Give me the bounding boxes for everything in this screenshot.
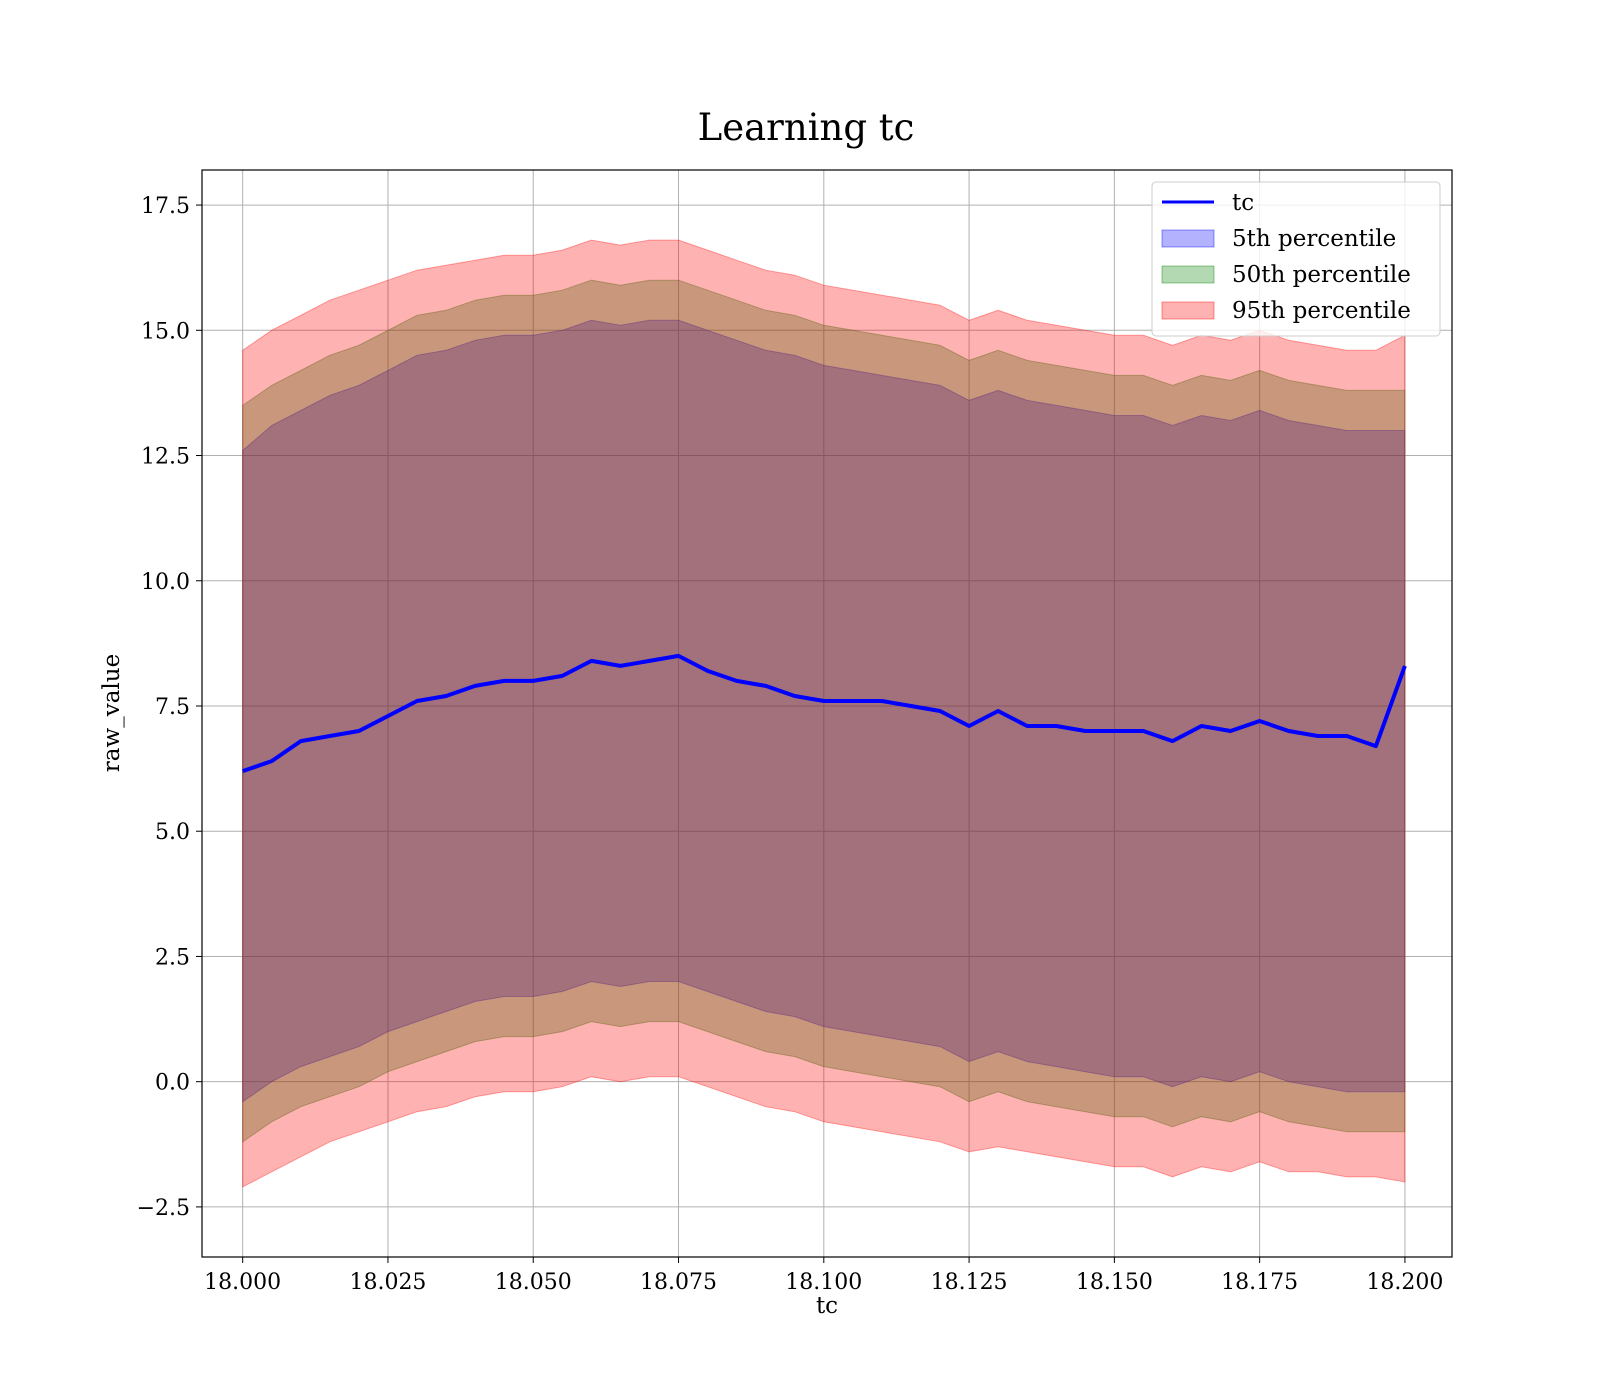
x-axis-ticks: 18.000 18.025 18.050 18.075 18.100 18.125 18.1…: [204, 1257, 1443, 1295]
y-tick-label: 0.0: [155, 1071, 190, 1096]
x-tick-label: 18.175: [1221, 1270, 1298, 1295]
plot-frame: [201, 169, 1453, 1258]
x-tick-label: 18.200: [1366, 1270, 1443, 1295]
band-95th-percentile: [242, 239, 1406, 1188]
x-tick-label: 18.075: [640, 1270, 717, 1295]
series-lines: [242, 653, 1407, 773]
series-line-tc: [242, 653, 1407, 773]
legend-label-tc: tc: [1232, 190, 1254, 216]
y-tick-label: 7.5: [155, 695, 190, 720]
x-tick-label: 18.000: [204, 1270, 281, 1295]
y-tick-label: 2.5: [155, 945, 190, 970]
legend-label-95th-percentile: 95th percentile: [1232, 298, 1411, 324]
band-5th-percentile: [242, 319, 1406, 1103]
band-50th-percentile: [242, 279, 1406, 1143]
grid: [202, 170, 1452, 1257]
x-tick-label: 18.150: [1076, 1270, 1153, 1295]
x-tick-label: 18.100: [785, 1270, 862, 1295]
y-tick-label: 5.0: [155, 820, 190, 845]
y-tick-label: 15.0: [141, 319, 190, 344]
y-tick-label: −2.5: [137, 1196, 190, 1221]
legend-swatch-5th-percentile: [1161, 229, 1215, 248]
x-tick-label: 18.050: [495, 1270, 572, 1295]
legend: tc 5th percentile 50th percentile 95th perc…: [1151, 181, 1441, 337]
y-axis-ticks: −2.5 0.0 2.5 5.0 7.5 10.0 12.5 15.0 17.5: [137, 194, 202, 1221]
percentile-bands: [242, 239, 1406, 1188]
y-tick-label: 10.0: [141, 570, 190, 595]
y-axis-label: raw_value: [99, 654, 125, 772]
x-tick-label: 18.125: [931, 1270, 1008, 1295]
legend-label-50th-percentile: 50th percentile: [1232, 262, 1411, 288]
chart-title: Learning tc: [698, 106, 915, 149]
legend-label-5th-percentile: 5th percentile: [1232, 226, 1396, 252]
x-axis-label: tc: [816, 1293, 838, 1319]
legend-box: [1151, 181, 1441, 337]
x-tick-label: 18.025: [349, 1270, 426, 1295]
legend-swatch-95th-percentile: [1161, 301, 1215, 320]
legend-swatch-50th-percentile: [1161, 265, 1215, 284]
y-tick-label: 12.5: [141, 445, 190, 470]
y-tick-label: 17.5: [141, 194, 190, 219]
